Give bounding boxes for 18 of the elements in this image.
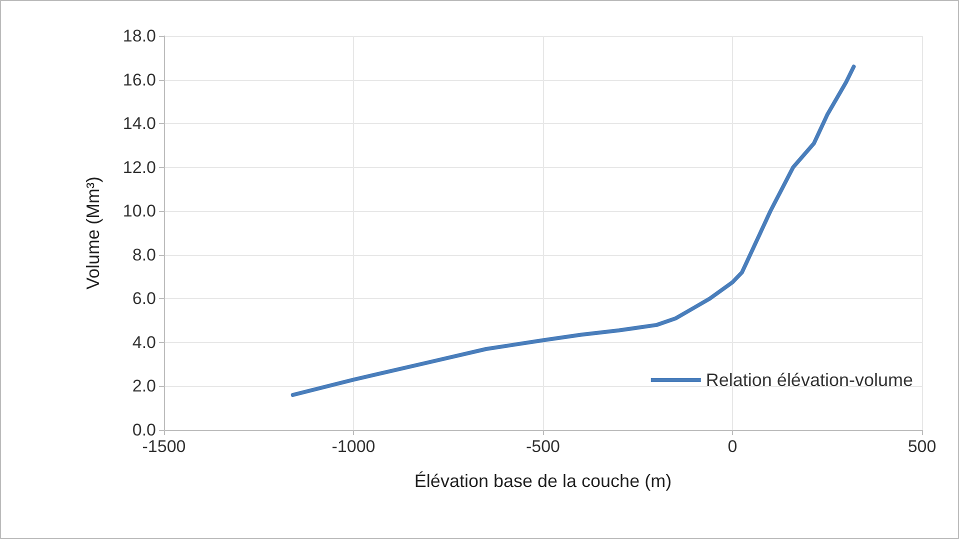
x-tick-label: -1000 — [332, 437, 376, 456]
y-tick-label: 8.0 — [132, 245, 156, 264]
y-tick-label: 12.0 — [122, 158, 156, 177]
x-tick-label: -500 — [526, 437, 560, 456]
y-tick-label: 16.0 — [122, 70, 156, 90]
x-axis-title: Élévation base de la couche (m) — [414, 471, 672, 491]
y-tick-label: 2.0 — [132, 376, 156, 396]
y-tick-label: 14.0 — [122, 114, 156, 134]
y-tick-label: 6.0 — [132, 289, 156, 308]
y-tick-label: 0.0 — [132, 420, 156, 440]
y-tick-label: 18.0 — [122, 26, 156, 46]
legend-label: Relation élévation-volume — [706, 370, 914, 390]
x-tick-label: -1500 — [142, 437, 186, 456]
y-axis-title: Volume (Mm³) — [83, 176, 103, 290]
y-tick-label: 10.0 — [122, 202, 156, 221]
x-tick-label: 0 — [728, 437, 738, 456]
x-tick-label: 500 — [908, 437, 936, 456]
y-tick-label: 4.0 — [132, 332, 156, 352]
